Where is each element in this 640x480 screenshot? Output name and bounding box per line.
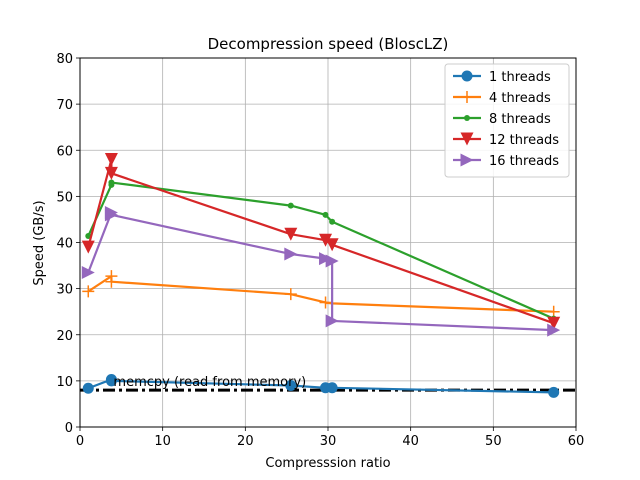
- legend-label: 8 threads: [489, 112, 551, 127]
- axis-ticks: 0 10 20 30 40 50 60 0 10 20 30 40 50 60 70 80: [56, 52, 584, 449]
- y-tick-label: 60: [56, 144, 73, 159]
- data-point: [547, 316, 561, 330]
- y-tick-label: 80: [56, 52, 73, 67]
- data-point: [325, 314, 339, 328]
- series-16-threads: [81, 206, 561, 337]
- data-point: [329, 218, 336, 225]
- legend-marker: [460, 153, 474, 167]
- data-point: [285, 379, 297, 391]
- x-tick-label: 50: [485, 434, 502, 449]
- data-point: [284, 288, 297, 301]
- legend-label: 12 threads: [489, 133, 559, 148]
- legend-entry: 12 threads: [453, 132, 559, 148]
- data-point: [284, 247, 298, 261]
- legend-entry: 1 threads: [453, 70, 551, 85]
- legend-label: 16 threads: [489, 154, 559, 169]
- data-point: [81, 265, 95, 279]
- y-tick-label: 0: [65, 421, 73, 436]
- chart-title: Decompression speed (BloscLZ): [208, 35, 449, 53]
- x-tick-label: 40: [402, 434, 419, 449]
- data-point: [81, 240, 95, 254]
- data-point: [287, 202, 294, 209]
- plot-area: memcpy (read from memory): [80, 152, 576, 398]
- y-tick-label: 30: [56, 283, 73, 298]
- legend-label: 1 threads: [489, 70, 551, 85]
- series-12-threads: [81, 152, 561, 330]
- legend-marker: [460, 132, 474, 146]
- legend-label: 4 threads: [489, 91, 551, 106]
- data-point: [325, 238, 339, 252]
- data-point: [108, 179, 115, 186]
- y-tick-label: 40: [56, 237, 73, 252]
- data-point: [104, 152, 118, 166]
- data-point: [319, 233, 333, 247]
- data-point: [82, 285, 95, 298]
- x-tick-label: 30: [320, 434, 337, 449]
- legend-marker: [461, 91, 473, 103]
- data-point: [322, 211, 329, 218]
- y-tick-label: 70: [56, 98, 73, 113]
- data-point: [105, 275, 118, 288]
- legend-entry: 4 threads: [453, 91, 551, 106]
- x-tick-label: 60: [568, 434, 585, 449]
- x-tick-label: 10: [154, 434, 171, 449]
- legend-box: [444, 63, 570, 178]
- data-point: [325, 254, 339, 268]
- data-point: [104, 166, 118, 180]
- y-tick-label: 10: [56, 375, 73, 390]
- data-point: [548, 386, 560, 398]
- data-point: [547, 323, 561, 337]
- x-tick-label: 20: [237, 434, 254, 449]
- data-point: [104, 208, 118, 222]
- legend-marker: [464, 115, 470, 121]
- memcpy-annotation: memcpy (read from memory): [113, 375, 306, 390]
- legend-entry: 16 threads: [453, 153, 559, 169]
- data-point: [105, 375, 117, 387]
- series-1-threads: [82, 373, 560, 398]
- legend-marker: [461, 70, 473, 82]
- data-point: [326, 382, 338, 394]
- data-point: [82, 382, 94, 394]
- y-axis-label: Speed (GB/s): [32, 200, 47, 285]
- y-tick-label: 20: [56, 329, 73, 344]
- y-tick-label: 50: [56, 190, 73, 205]
- data-point: [319, 252, 333, 266]
- data-point: [319, 296, 332, 309]
- data-point: [284, 227, 298, 241]
- legend: 1 threads 4 threads 8 threads 12 threads 16 …: [444, 63, 570, 178]
- x-tick-label: 0: [76, 434, 84, 449]
- x-axis-label: Compresssion ratio: [265, 456, 390, 471]
- legend-entry: 8 threads: [453, 112, 551, 127]
